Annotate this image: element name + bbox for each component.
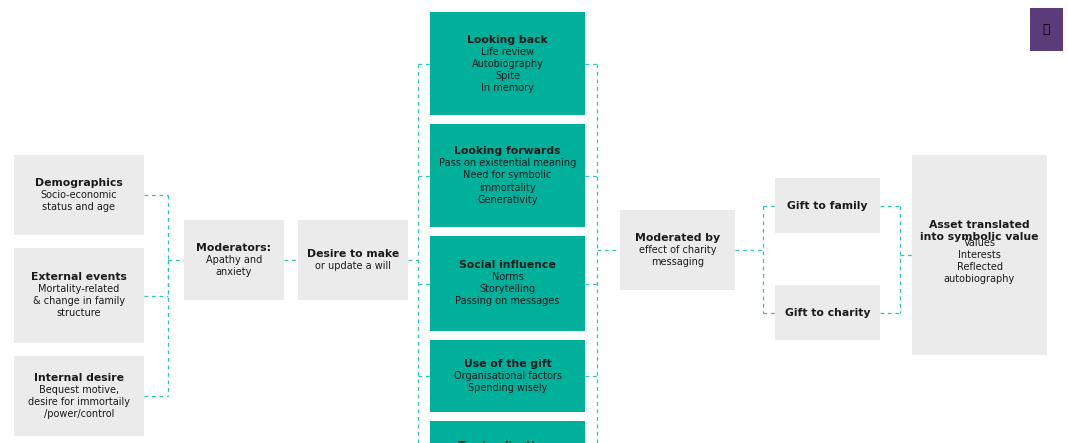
FancyBboxPatch shape <box>430 124 585 227</box>
Text: Organisational factors: Organisational factors <box>454 371 562 381</box>
FancyBboxPatch shape <box>621 210 735 290</box>
Text: Use of the gift: Use of the gift <box>464 359 551 369</box>
Text: Need for symbolic: Need for symbolic <box>464 171 552 180</box>
Text: Values: Values <box>963 238 995 248</box>
Text: structure: structure <box>57 308 101 319</box>
Text: Pass on existential meaning: Pass on existential meaning <box>439 159 576 168</box>
FancyBboxPatch shape <box>912 155 1047 355</box>
Text: or update a will: or update a will <box>315 261 391 271</box>
FancyBboxPatch shape <box>430 340 585 412</box>
Text: immortality: immortality <box>480 183 536 193</box>
Text: Spending wisely: Spending wisely <box>468 383 547 393</box>
Text: Autobiography: Autobiography <box>472 58 544 69</box>
Text: messaging: messaging <box>651 257 704 267</box>
Text: Desire to make: Desire to make <box>307 249 399 259</box>
Text: Looking forwards: Looking forwards <box>454 147 561 156</box>
FancyBboxPatch shape <box>775 285 880 340</box>
Text: Demographics: Demographics <box>35 178 123 188</box>
Text: effect of charity: effect of charity <box>639 245 717 255</box>
Text: Passing on messages: Passing on messages <box>455 296 560 307</box>
Text: Bequest motive,: Bequest motive, <box>38 385 119 395</box>
Text: Socio-economic: Socio-economic <box>41 190 117 200</box>
FancyBboxPatch shape <box>298 220 408 300</box>
FancyBboxPatch shape <box>430 421 585 443</box>
Text: status and age: status and age <box>43 202 115 212</box>
Text: /power/control: /power/control <box>44 409 114 419</box>
Text: anxiety: anxiety <box>216 267 252 277</box>
FancyBboxPatch shape <box>14 356 144 436</box>
FancyBboxPatch shape <box>14 248 144 343</box>
FancyBboxPatch shape <box>184 220 284 300</box>
Text: Life review: Life review <box>481 47 534 57</box>
FancyBboxPatch shape <box>1030 8 1063 51</box>
Text: Reflected: Reflected <box>957 262 1003 272</box>
Text: In memory: In memory <box>481 82 534 93</box>
Text: Spite: Spite <box>494 70 520 81</box>
Text: 💡: 💡 <box>1042 23 1050 36</box>
Text: Storytelling: Storytelling <box>480 284 535 295</box>
Text: Looking back: Looking back <box>467 35 548 44</box>
Text: Norms: Norms <box>491 272 523 283</box>
Text: Gift to family: Gift to family <box>787 201 867 210</box>
Text: Internal desire: Internal desire <box>34 373 124 383</box>
FancyBboxPatch shape <box>14 155 144 235</box>
FancyBboxPatch shape <box>430 12 585 115</box>
Text: Apathy and: Apathy and <box>206 255 262 265</box>
Text: Mortality-related: Mortality-related <box>38 284 120 295</box>
Text: autobiography: autobiography <box>944 274 1015 284</box>
Text: Moderated by: Moderated by <box>635 233 720 243</box>
FancyBboxPatch shape <box>775 178 880 233</box>
Text: Social influence: Social influence <box>459 260 555 271</box>
Text: Gift to charity: Gift to charity <box>785 307 870 318</box>
Text: Tax implications: Tax implications <box>458 441 556 443</box>
Text: External events: External events <box>31 272 127 283</box>
FancyBboxPatch shape <box>430 236 585 331</box>
Text: & change in family: & change in family <box>33 296 125 307</box>
Text: Generativity: Generativity <box>477 194 538 205</box>
Text: Moderators:: Moderators: <box>197 243 271 253</box>
Text: Asset translated
into symbolic value: Asset translated into symbolic value <box>921 220 1039 242</box>
Text: Interests: Interests <box>958 250 1001 260</box>
Text: desire for immortaily: desire for immortaily <box>28 397 130 407</box>
